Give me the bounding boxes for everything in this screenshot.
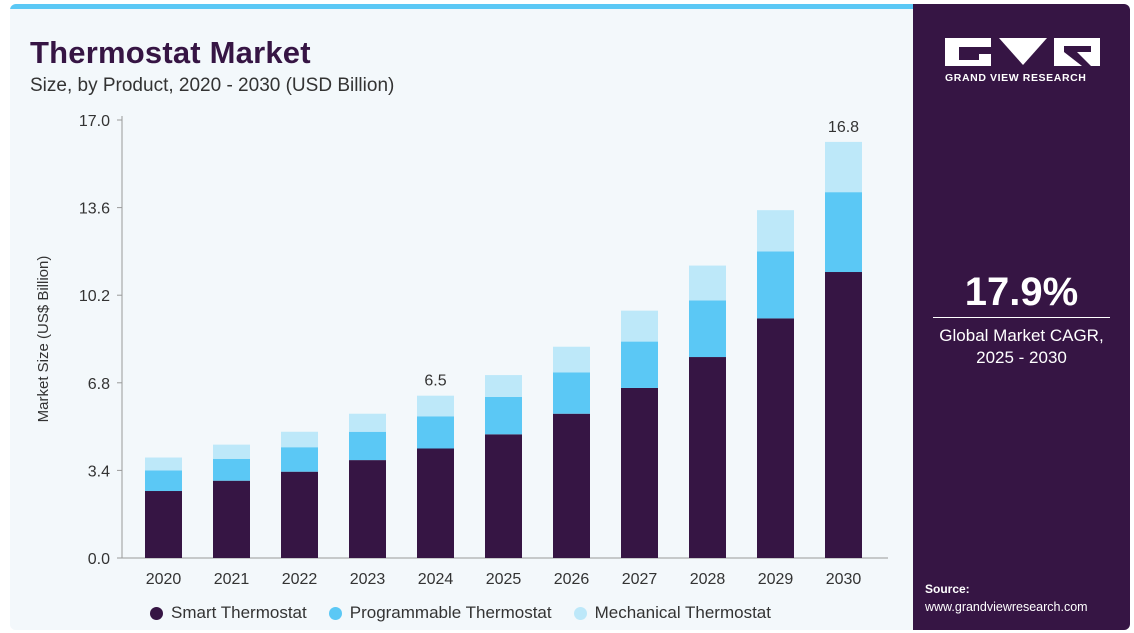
bar-segment (553, 413, 590, 558)
bar-segment (757, 318, 794, 558)
x-tick-label: 2024 (418, 571, 454, 588)
bar-segment (145, 457, 182, 471)
bar-segment (213, 458, 250, 481)
chart-legend: Smart Thermostat Programmable Thermostat… (150, 602, 793, 624)
legend-label-smart: Smart Thermostat (171, 603, 307, 622)
info-sidebar: GRAND VIEW RESEARCH 17.9% Global Market … (913, 4, 1130, 630)
cagr-label-line1: Global Market CAGR, (939, 326, 1104, 345)
source-url[interactable]: www.grandviewresearch.com (925, 600, 1088, 614)
bar-segment (485, 396, 522, 435)
x-tick-label: 2021 (214, 571, 250, 588)
bar-segment (825, 272, 862, 558)
bar-segment (689, 300, 726, 358)
x-tick-label: 2029 (758, 571, 794, 588)
chart-title: Thermostat Market (30, 35, 311, 70)
bar-segment (689, 357, 726, 558)
stacked-bar-chart: 0.0 3.4 6.8 10.2 13.6 17.0 Market Size (US$ Bi… (35, 113, 888, 588)
x-tick-label: 2025 (486, 571, 522, 588)
cagr-value: 17.9% (964, 270, 1079, 314)
legend-label-programmable: Programmable Thermostat (349, 603, 552, 622)
bar-segment (485, 434, 522, 558)
chart-subtitle: Size, by Product, 2020 - 2030 (USD Billi… (30, 75, 395, 96)
x-tick-label: 2026 (554, 571, 590, 588)
x-tick-label: 2030 (826, 571, 862, 588)
y-axis-title: Market Size (US$ Billion) (35, 256, 52, 423)
x-tick-label: 2028 (690, 571, 726, 588)
legend-swatch-mechanical (573, 606, 587, 620)
y-tick-label: 0.0 (88, 551, 110, 568)
bar-segment (281, 431, 318, 448)
data-label: 6.5 (424, 373, 446, 390)
legend-swatch-smart (150, 606, 163, 620)
y-tick-label: 3.4 (88, 463, 110, 480)
infographic-frame: Thermostat Market Size, by Product, 2020… (10, 4, 1130, 630)
chart-panel: Thermostat Market Size, by Product, 2020… (10, 9, 913, 630)
cagr-divider (933, 317, 1110, 318)
labels: 2020 2021 2022 2023 2024 6.5 2025 2026 2027 2028 2… (146, 119, 862, 588)
y-tick-label: 10.2 (79, 288, 110, 305)
legend-swatch-programmable (328, 606, 342, 620)
bar-segment (757, 251, 794, 319)
bar-segment (417, 395, 454, 417)
bar-segment (349, 460, 386, 558)
x-tick-label: 2023 (350, 571, 386, 588)
x-tick-label: 2022 (282, 571, 318, 588)
bar-segment (281, 471, 318, 558)
bar-segment (417, 448, 454, 558)
bar-segment (553, 372, 590, 414)
bar-segment (825, 141, 862, 193)
bar-segment (621, 341, 658, 388)
cagr-label-line2: 2025 - 2030 (976, 348, 1067, 367)
accent-top-bar (10, 4, 913, 9)
bar-segment (213, 444, 250, 459)
data-label: 16.8 (828, 119, 859, 136)
y-tick-label: 6.8 (88, 376, 110, 393)
legend-item-smart: Smart Thermostat (150, 603, 307, 623)
legend-item-programmable: Programmable Thermostat (328, 603, 552, 623)
cagr-label: Global Market CAGR, 2025 - 2030 (913, 325, 1130, 369)
bar-segment (553, 346, 590, 373)
bar-segment (281, 447, 318, 472)
bar-segment (213, 480, 250, 558)
legend-label-mechanical: Mechanical Thermostat (594, 603, 771, 622)
source-label: Source: (925, 582, 970, 596)
bar-segment (825, 192, 862, 273)
bar-segment (757, 210, 794, 252)
bar-segment (349, 413, 386, 432)
bar-segment (417, 416, 454, 449)
bar-segment (689, 265, 726, 301)
y-tick-label: 17.0 (79, 113, 110, 130)
bar-segment (621, 387, 658, 558)
bar-segment (485, 375, 522, 397)
grand-view-research-logo-icon (945, 38, 1100, 66)
bar-segment (621, 310, 658, 342)
brand-name: GRAND VIEW RESEARCH (945, 72, 1087, 84)
bar-segment (145, 470, 182, 492)
legend-item-mechanical: Mechanical Thermostat (573, 603, 771, 623)
x-tick-label: 2020 (146, 571, 182, 588)
bars (145, 141, 862, 558)
bar-segment (349, 431, 386, 461)
x-tick-label: 2027 (622, 571, 658, 588)
axes: 0.0 3.4 6.8 10.2 13.6 17.0 Market Size (US$ Bi… (35, 113, 888, 568)
y-tick-label: 13.6 (79, 201, 110, 218)
bar-segment (145, 491, 182, 558)
